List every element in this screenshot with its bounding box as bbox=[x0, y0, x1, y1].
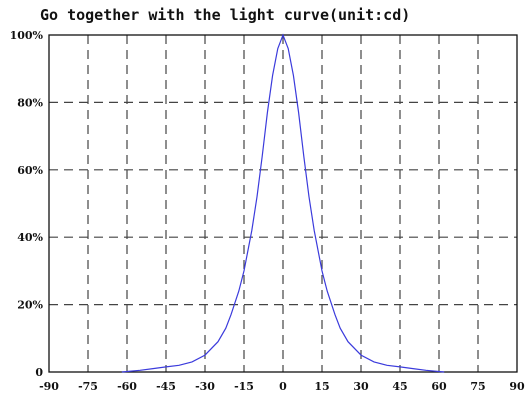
x-tick-label: 45 bbox=[392, 380, 407, 393]
x-tick-label: -60 bbox=[117, 380, 137, 393]
y-tick-label: 20% bbox=[17, 299, 43, 312]
x-tick-label: -30 bbox=[195, 380, 215, 393]
x-tick-label: 15 bbox=[314, 380, 329, 393]
x-tick-label: 60 bbox=[431, 380, 447, 393]
x-tick-label: -90 bbox=[39, 380, 59, 393]
series-line bbox=[121, 33, 445, 373]
chart-title: Go together with the light curve(unit:cd… bbox=[40, 6, 411, 24]
y-tick-label: 0 bbox=[35, 366, 43, 379]
x-tick-label: -75 bbox=[78, 380, 98, 393]
y-tick-label: 60% bbox=[17, 164, 43, 177]
x-tick-label: -45 bbox=[156, 380, 176, 393]
y-tick-label: 40% bbox=[17, 231, 43, 244]
x-tick-label: 0 bbox=[279, 380, 287, 393]
x-tick-label: 30 bbox=[353, 380, 369, 393]
y-tick-label: 100% bbox=[10, 29, 44, 42]
x-tick-label: 75 bbox=[470, 380, 485, 393]
y-tick-label: 80% bbox=[17, 96, 43, 109]
x-tick-label: -15 bbox=[234, 380, 254, 393]
x-tick-label: 90 bbox=[509, 380, 525, 393]
